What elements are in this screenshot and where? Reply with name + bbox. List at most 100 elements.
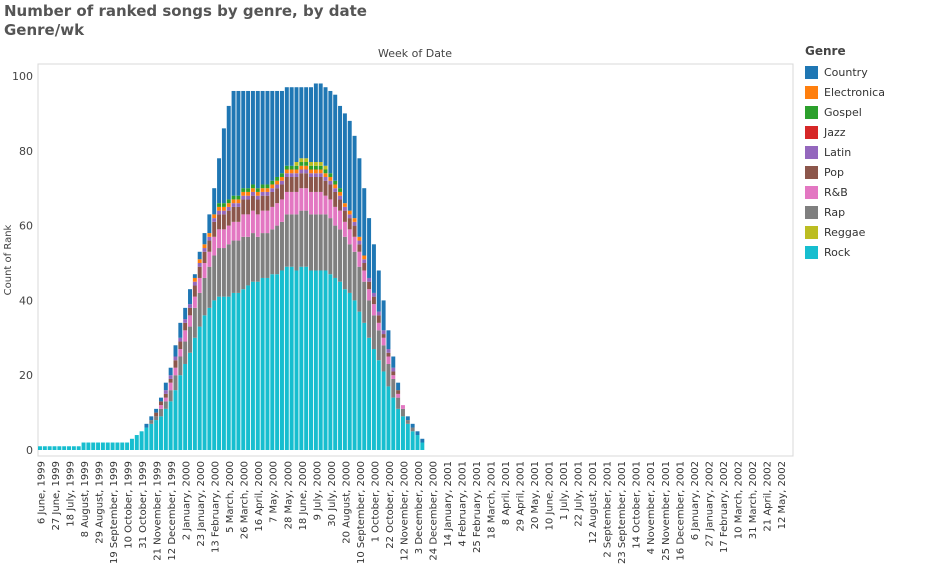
x-tick-label: 1 July, 2001: [559, 461, 570, 520]
y-tick-label: 60: [19, 220, 33, 233]
bar-segment-country: [149, 416, 154, 421]
legend-item-electronica[interactable]: Electronica: [805, 82, 885, 102]
bar-segment-country: [386, 330, 391, 350]
legend-item-reggae[interactable]: Reggae: [805, 222, 885, 242]
bar-segment-pop: [270, 191, 275, 207]
bar-segment-rnb: [357, 251, 362, 267]
bar-segment-rock: [173, 390, 178, 450]
bar-segment-rap: [405, 420, 410, 424]
bar-segment-latin: [347, 214, 352, 219]
bar-segment-rock: [129, 438, 134, 450]
bar-segment-pop: [279, 184, 284, 200]
bar-segment-electronica: [226, 203, 231, 207]
bar-segment-rock: [62, 446, 67, 450]
x-tick-label: 1 October, 2000: [370, 461, 381, 542]
legend-item-rap[interactable]: Rap: [805, 202, 885, 222]
bar-segment-rock: [279, 270, 284, 450]
bar-segment-rap: [192, 307, 197, 338]
top-axis-label: Week of Date: [378, 47, 452, 60]
bar-segment-pop: [173, 360, 178, 368]
bar-segment-country: [188, 289, 192, 305]
bar-segment-rock: [376, 360, 381, 450]
bar-segment-gospel: [255, 188, 260, 192]
legend-item-rnb[interactable]: R&B: [805, 182, 885, 202]
bar-segment-rnb: [289, 191, 294, 215]
x-tick-label: 29 April, 2001: [516, 461, 527, 532]
legend-item-pop[interactable]: Pop: [805, 162, 885, 182]
bar-segment-rock: [420, 442, 425, 450]
bar-segment-electronica: [304, 165, 309, 170]
bar-segment-rock: [149, 423, 154, 450]
y-tick-label: 0: [26, 444, 33, 457]
bar-segment-electronica: [236, 199, 241, 204]
bar-segment-rap: [202, 277, 207, 316]
bar-segment-country: [318, 83, 323, 163]
bar-segment-rap: [396, 397, 401, 409]
bar-segment-rock: [362, 322, 367, 450]
bar-segment-pop: [391, 371, 396, 376]
bar-segment-latin: [304, 169, 309, 174]
bar-segment-country: [420, 438, 425, 443]
bar-segment-rap: [236, 240, 241, 293]
bar-segment-rap: [188, 326, 192, 353]
bar-segment-pop: [342, 210, 347, 222]
bar-segment-country: [255, 90, 260, 189]
bar-segment-rock: [120, 442, 125, 450]
legend-swatch: [805, 225, 818, 239]
bar-segment-rock: [352, 300, 357, 450]
bar-segment-rnb: [352, 236, 357, 252]
bar-segment-electronica: [318, 169, 323, 174]
bar-segment-latin: [226, 206, 231, 211]
legend-swatch: [805, 65, 818, 79]
bar-segment-rock: [71, 446, 76, 450]
legend-item-gospel[interactable]: Gospel: [805, 102, 885, 122]
bar-segment-pop: [381, 334, 386, 338]
legend-item-rock[interactable]: Rock: [805, 242, 885, 262]
x-tick-label: 18 June, 2000: [298, 461, 309, 531]
bar-segment-latin: [323, 176, 328, 181]
legend-swatch: [805, 185, 818, 199]
bar-segment-country: [309, 87, 313, 163]
bar-segment-latin: [163, 390, 168, 394]
bar-segment-electronica: [313, 169, 318, 174]
legend-item-jazz[interactable]: Jazz: [805, 122, 885, 142]
bar-segment-latin: [202, 248, 207, 252]
bar-segment-rock: [158, 416, 163, 450]
bar-segment-electronica: [323, 173, 328, 177]
bar-segment-rock: [415, 435, 420, 450]
bar-segment-rnb: [342, 221, 347, 237]
bar-segment-pop: [309, 176, 313, 192]
bar-segment-rap: [226, 244, 231, 297]
bar-segment-rock: [188, 352, 192, 450]
bar-segment-country: [333, 94, 338, 181]
bar-segment-latin: [231, 203, 236, 207]
x-tick-label: 13 February, 2000: [211, 461, 222, 553]
bar-segment-country: [212, 188, 217, 215]
bar-segment-rock: [52, 446, 57, 450]
bar-segment-rap: [270, 229, 275, 275]
bar-segment-electronica: [221, 206, 226, 211]
bar-segment-latin: [192, 281, 197, 286]
x-tick-label: 14 October, 2001: [632, 461, 643, 549]
bar-segment-rock: [144, 427, 149, 450]
bar-segment-country: [246, 90, 251, 189]
bar-segment-pop: [192, 285, 197, 297]
bar-segment-country: [202, 233, 207, 245]
legend-item-country[interactable]: Country: [805, 62, 885, 82]
bar-segment-country: [279, 90, 284, 174]
bar-segment-rock: [125, 442, 130, 450]
bar-segment-rap: [183, 341, 188, 364]
legend-item-latin[interactable]: Latin: [805, 142, 885, 162]
bar-segment-rap: [246, 236, 251, 286]
x-tick-label: 17 February, 2002: [719, 461, 730, 553]
bar-segment-rap: [163, 401, 168, 409]
bar-segment-electronica: [270, 184, 275, 189]
bar-segment-rap: [381, 345, 386, 372]
bar-segment-latin: [250, 191, 255, 196]
bars-group: [38, 83, 425, 450]
x-tick-label: 16 April, 2000: [254, 461, 265, 532]
bar-segment-pop: [202, 251, 207, 263]
bar-segment-rap: [357, 266, 362, 312]
bar-segment-gospel: [323, 169, 328, 174]
bar-segment-latin: [212, 218, 217, 222]
